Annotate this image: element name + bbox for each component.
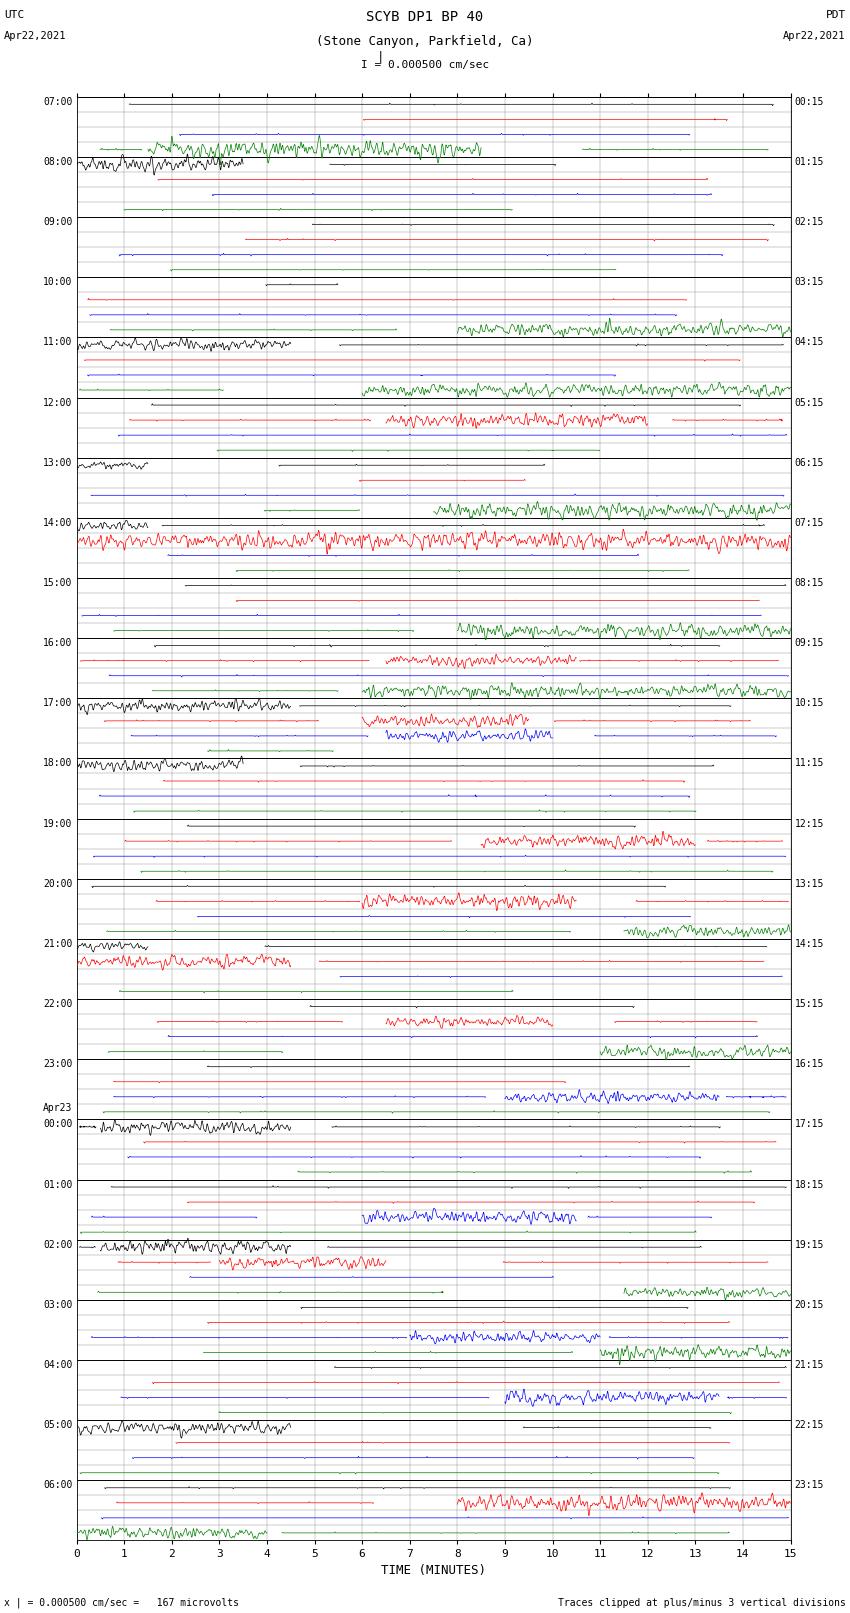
Text: 10:00: 10:00 [42, 277, 72, 287]
Text: PDT: PDT [825, 10, 846, 19]
Text: 09:15: 09:15 [795, 639, 824, 648]
Text: Apr22,2021: Apr22,2021 [783, 31, 846, 40]
Text: 06:00: 06:00 [42, 1481, 72, 1490]
Text: 08:00: 08:00 [42, 156, 72, 166]
Text: 12:00: 12:00 [42, 397, 72, 408]
Text: 04:00: 04:00 [42, 1360, 72, 1369]
Text: 18:15: 18:15 [795, 1179, 824, 1189]
Text: 15:15: 15:15 [795, 998, 824, 1010]
Text: 23:00: 23:00 [42, 1060, 72, 1069]
Text: I = 0.000500 cm/sec: I = 0.000500 cm/sec [361, 60, 489, 69]
Text: 17:00: 17:00 [42, 698, 72, 708]
Text: 22:00: 22:00 [42, 998, 72, 1010]
Text: Apr22,2021: Apr22,2021 [4, 31, 67, 40]
Text: 12:15: 12:15 [795, 819, 824, 829]
Text: 03:00: 03:00 [42, 1300, 72, 1310]
Text: 16:00: 16:00 [42, 639, 72, 648]
Text: 00:00: 00:00 [42, 1119, 72, 1129]
Text: 17:15: 17:15 [795, 1119, 824, 1129]
Text: 00:15: 00:15 [795, 97, 824, 106]
Text: 13:00: 13:00 [42, 458, 72, 468]
Text: 02:00: 02:00 [42, 1240, 72, 1250]
Text: 20:00: 20:00 [42, 879, 72, 889]
Text: 04:15: 04:15 [795, 337, 824, 347]
Text: 02:15: 02:15 [795, 218, 824, 227]
Text: 01:00: 01:00 [42, 1179, 72, 1189]
Text: 07:15: 07:15 [795, 518, 824, 527]
Text: 18:00: 18:00 [42, 758, 72, 768]
Text: Apr23: Apr23 [42, 1103, 72, 1113]
Text: 01:15: 01:15 [795, 156, 824, 166]
Text: 14:00: 14:00 [42, 518, 72, 527]
Text: 11:15: 11:15 [795, 758, 824, 768]
Text: 03:15: 03:15 [795, 277, 824, 287]
Text: |: | [377, 50, 384, 63]
Text: x | = 0.000500 cm/sec =   167 microvolts: x | = 0.000500 cm/sec = 167 microvolts [4, 1597, 239, 1608]
Text: 19:15: 19:15 [795, 1240, 824, 1250]
X-axis label: TIME (MINUTES): TIME (MINUTES) [381, 1563, 486, 1576]
Text: 20:15: 20:15 [795, 1300, 824, 1310]
Text: (Stone Canyon, Parkfield, Ca): (Stone Canyon, Parkfield, Ca) [316, 35, 534, 48]
Text: 05:00: 05:00 [42, 1419, 72, 1431]
Text: 22:15: 22:15 [795, 1419, 824, 1431]
Text: 10:15: 10:15 [795, 698, 824, 708]
Text: 23:15: 23:15 [795, 1481, 824, 1490]
Text: 16:15: 16:15 [795, 1060, 824, 1069]
Text: 11:00: 11:00 [42, 337, 72, 347]
Text: 06:15: 06:15 [795, 458, 824, 468]
Text: 14:15: 14:15 [795, 939, 824, 948]
Text: SCYB DP1 BP 40: SCYB DP1 BP 40 [366, 10, 484, 24]
Text: 13:15: 13:15 [795, 879, 824, 889]
Text: UTC: UTC [4, 10, 25, 19]
Text: 05:15: 05:15 [795, 397, 824, 408]
Text: Traces clipped at plus/minus 3 vertical divisions: Traces clipped at plus/minus 3 vertical … [558, 1598, 846, 1608]
Text: 19:00: 19:00 [42, 819, 72, 829]
Text: 07:00: 07:00 [42, 97, 72, 106]
Text: 21:15: 21:15 [795, 1360, 824, 1369]
Text: 08:15: 08:15 [795, 577, 824, 589]
Text: 15:00: 15:00 [42, 577, 72, 589]
Text: 21:00: 21:00 [42, 939, 72, 948]
Text: 09:00: 09:00 [42, 218, 72, 227]
